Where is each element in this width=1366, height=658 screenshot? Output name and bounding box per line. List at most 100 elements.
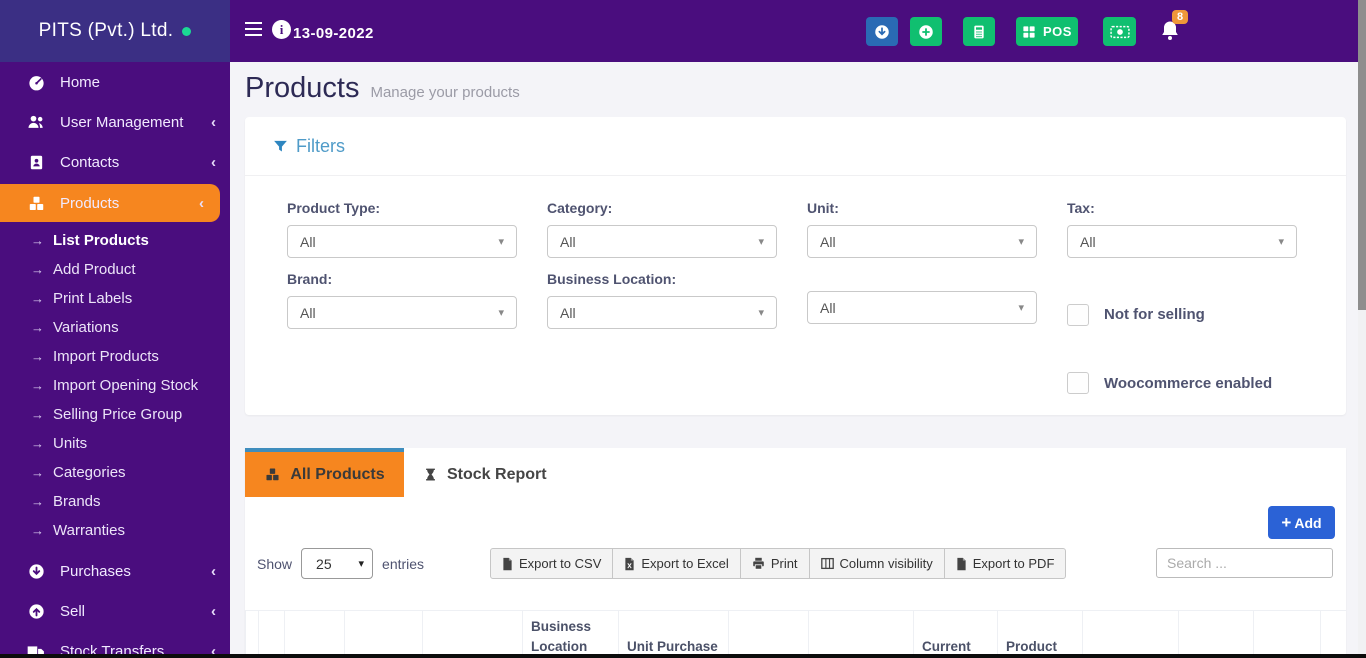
filter-field: Tax: All — [1067, 200, 1297, 258]
woocommerce-enabled-checkbox[interactable] — [1067, 372, 1089, 394]
sidebar-item-sell[interactable]: Sell — [0, 591, 230, 631]
filter-label: Brand: — [287, 271, 333, 287]
filter-field: Business Location: All — [547, 271, 777, 329]
arrow-circle-down-icon — [873, 23, 891, 41]
business-location-select[interactable]: All — [547, 296, 777, 329]
filter-label: Tax: — [1067, 200, 1095, 216]
submenu-item-categories[interactable]: Categories — [0, 458, 230, 487]
cubes-icon — [26, 193, 46, 213]
filter-label: Business Location: — [547, 271, 677, 287]
products-submenu: List Products Add Product Print Labels V… — [0, 222, 230, 551]
menu-toggle-icon[interactable] — [245, 22, 262, 40]
table-header-cell[interactable] — [1254, 611, 1321, 658]
print-button[interactable]: Print — [739, 548, 810, 579]
user-profile-menu[interactable] — [1196, 16, 1346, 45]
submenu-item-list-products[interactable]: List Products — [0, 226, 230, 255]
submenu-item-add-product[interactable]: Add Product — [0, 255, 230, 284]
company-logo: PITS (Pvt.) Ltd. — [0, 0, 230, 62]
table-header-cell[interactable] — [809, 611, 914, 658]
sidebar-item-user-management[interactable]: User Management — [0, 102, 230, 142]
submenu-item-warranties[interactable]: Warranties — [0, 516, 230, 545]
checkbox-label: Not for selling — [1104, 306, 1205, 323]
sidebar-item-label: Sell — [60, 602, 86, 620]
table-header-cell[interactable] — [423, 611, 523, 658]
table-header-cell[interactable] — [729, 611, 809, 658]
tab-stock-report[interactable]: Stock Report — [423, 452, 547, 497]
submenu-item-import-products[interactable]: Import Products — [0, 342, 230, 371]
sidebar-item-products[interactable]: Products — [0, 184, 220, 222]
table-header-cell[interactable] — [1179, 611, 1254, 658]
tab-label: Stock Report — [447, 465, 547, 483]
cash-register-button[interactable] — [1103, 17, 1136, 46]
product-type-select[interactable]: All — [287, 225, 517, 258]
quick-add-button[interactable] — [910, 17, 942, 46]
filter-label: Category: — [547, 200, 613, 216]
chevron-down-icon — [758, 306, 764, 319]
page-size-select[interactable]: 25 — [301, 548, 374, 579]
products-table-card: All Products Stock Report Add Show 25 en… — [245, 448, 1346, 658]
add-product-button[interactable]: Add — [1268, 506, 1335, 539]
filter-field: Brand: All — [287, 271, 517, 329]
column-visibility-button[interactable]: Column visibility — [808, 548, 945, 579]
not-for-selling-checkbox[interactable] — [1067, 303, 1089, 326]
chevron-left-icon — [211, 114, 216, 131]
vertical-scrollbar[interactable] — [1358, 0, 1366, 658]
chevron-left-icon — [211, 603, 216, 620]
funnel-filter-icon — [272, 138, 289, 155]
submenu-item-selling-price-group[interactable]: Selling Price Group — [0, 400, 230, 429]
filter-field: All — [807, 271, 1037, 329]
sidebar-item-label: Purchases — [60, 562, 131, 580]
table-header-cell[interactable] — [345, 611, 423, 658]
search-input[interactable] — [1156, 548, 1333, 578]
current-date: 13-09-2022 — [293, 25, 374, 42]
scrollbar-thumb[interactable] — [1358, 0, 1366, 310]
submenu-item-variations[interactable]: Variations — [0, 313, 230, 342]
table-header-cell-product-type[interactable]: Product — [998, 611, 1083, 658]
notification-count-badge: 8 — [1172, 10, 1189, 24]
brand-select[interactable]: All — [287, 296, 517, 329]
pos-button[interactable]: POS — [1016, 17, 1078, 46]
table-header-cell[interactable] — [1083, 611, 1179, 658]
tab-all-products[interactable]: All Products — [245, 448, 404, 497]
export-excel-button[interactable]: Export to Excel — [612, 548, 741, 579]
online-status-dot-icon — [182, 26, 192, 36]
submenu-item-brands[interactable]: Brands — [0, 487, 230, 516]
calculator-icon — [971, 24, 987, 40]
address-book-icon — [26, 152, 46, 172]
submenu-item-import-opening-stock[interactable]: Import Opening Stock — [0, 371, 230, 400]
submenu-item-units[interactable]: Units — [0, 429, 230, 458]
woocommerce-enabled-filter: Woocommerce enabled — [1067, 342, 1297, 394]
submenu-item-print-labels[interactable]: Print Labels — [0, 284, 230, 313]
unit-select[interactable]: All — [807, 225, 1037, 258]
info-icon[interactable]: i — [272, 20, 291, 39]
topbar: i 13-09-2022 POS — [230, 0, 1358, 62]
category-select[interactable]: All — [547, 225, 777, 258]
table-header-cell[interactable] — [245, 611, 259, 658]
table-header-cell-business-location[interactable]: Business Location — [523, 611, 619, 658]
location-status-select[interactable]: All — [807, 291, 1037, 324]
filters-header[interactable]: Filters — [245, 117, 1346, 176]
sidebar-item-contacts[interactable]: Contacts — [0, 142, 230, 182]
table-header-cell[interactable] — [285, 611, 345, 658]
chevron-down-icon — [1018, 235, 1024, 248]
notifications-bell-icon[interactable] — [1158, 18, 1184, 46]
filter-label: Unit: — [807, 200, 839, 216]
table-header-cell-current-stock[interactable]: Current — [914, 611, 998, 658]
clock-in-out-button[interactable] — [866, 17, 898, 46]
company-name: PITS (Pvt.) Ltd. — [38, 20, 174, 41]
hourglass-icon — [423, 466, 438, 483]
sidebar-item-purchases[interactable]: Purchases — [0, 551, 230, 591]
arrow-circle-down-icon — [26, 561, 46, 581]
tax-select[interactable]: All — [1067, 225, 1297, 258]
table-header-cell[interactable] — [1321, 611, 1346, 658]
calculator-button[interactable] — [963, 17, 995, 46]
export-csv-button[interactable]: Export to CSV — [490, 548, 614, 579]
pos-button-label: POS — [1043, 24, 1072, 39]
sidebar-item-home[interactable]: Home — [0, 62, 230, 102]
table-header-cell[interactable] — [259, 611, 285, 658]
export-pdf-button[interactable]: Export to PDF — [943, 548, 1067, 579]
table-header-cell-unit-purchase[interactable]: Unit Purchase — [619, 611, 729, 658]
entries-label: entries — [382, 555, 425, 572]
filter-field: Category: All — [547, 200, 777, 258]
grid-icon — [1022, 25, 1036, 39]
